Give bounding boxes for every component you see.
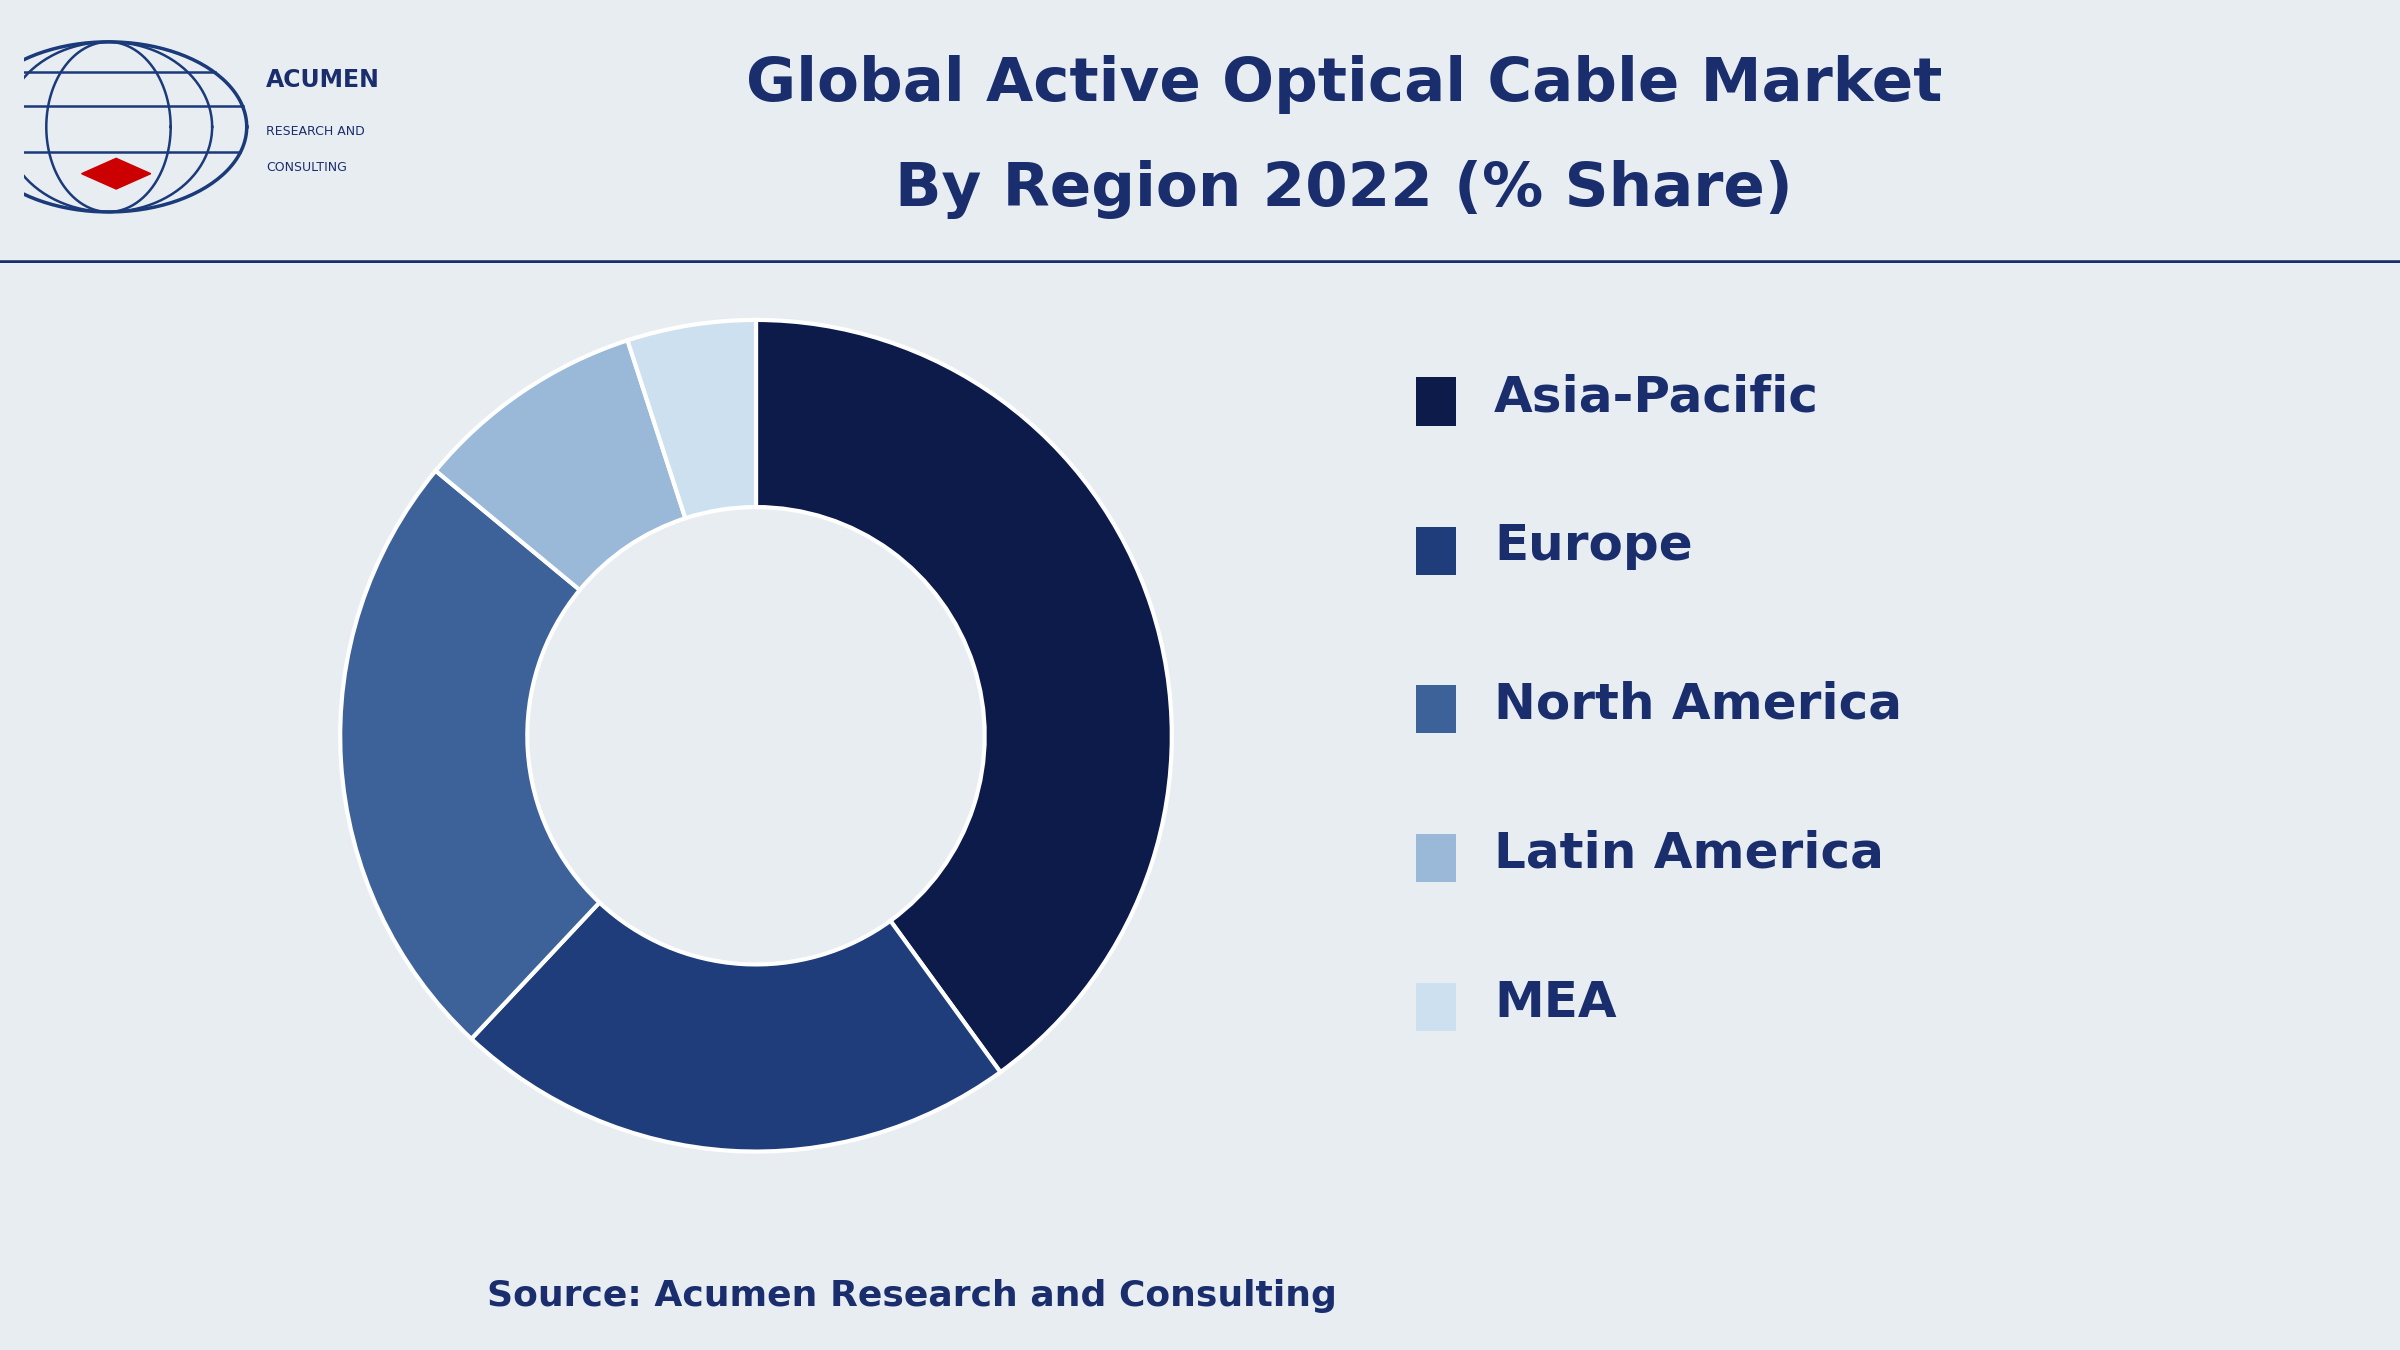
Wedge shape	[470, 902, 1001, 1152]
Bar	[1416, 684, 1454, 733]
Text: RESEARCH AND: RESEARCH AND	[266, 126, 365, 138]
Text: Asia-Pacific: Asia-Pacific	[1493, 373, 1819, 421]
Bar	[1416, 526, 1454, 575]
Wedge shape	[626, 320, 756, 518]
Text: ACUMEN: ACUMEN	[266, 68, 379, 92]
Text: Source: Acumen Research and Consulting: Source: Acumen Research and Consulting	[487, 1278, 1337, 1314]
Text: North America: North America	[1493, 680, 1901, 729]
Text: Europe: Europe	[1493, 522, 1692, 571]
Text: Global Active Optical Cable Market: Global Active Optical Cable Market	[746, 55, 1942, 113]
Bar	[1416, 983, 1454, 1031]
Polygon shape	[82, 158, 151, 189]
Wedge shape	[437, 340, 686, 590]
Text: MEA: MEA	[1493, 979, 1618, 1027]
Wedge shape	[341, 471, 600, 1040]
Bar	[1416, 378, 1454, 425]
Text: Latin America: Latin America	[1493, 829, 1884, 878]
Wedge shape	[756, 320, 1171, 1072]
Bar	[1416, 834, 1454, 882]
Text: By Region 2022 (% Share): By Region 2022 (% Share)	[895, 161, 1793, 219]
Text: CONSULTING: CONSULTING	[266, 161, 346, 174]
